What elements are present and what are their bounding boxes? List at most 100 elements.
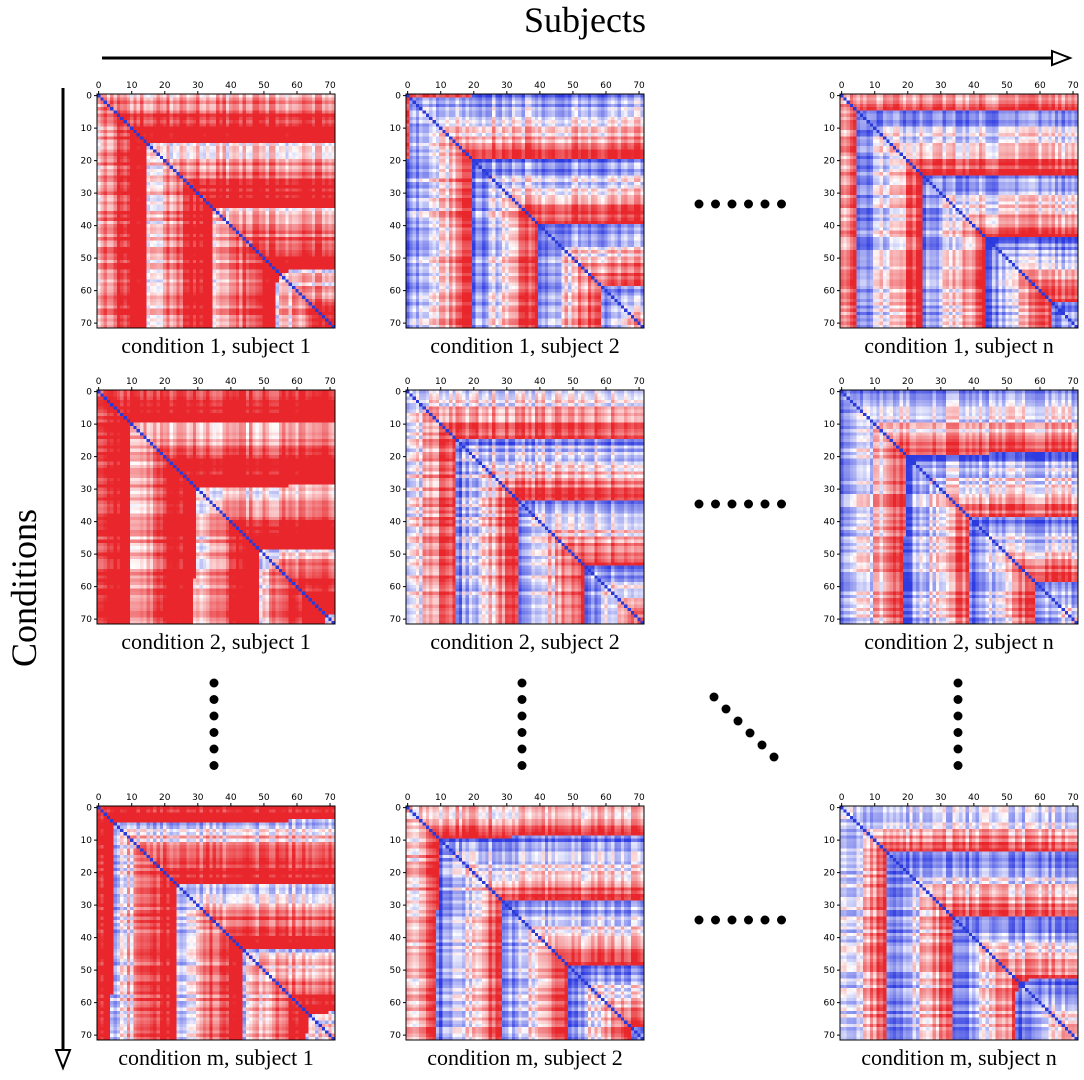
- y-tick-label: 10: [824, 124, 836, 134]
- x-tick-label: 20: [468, 377, 480, 387]
- ellipsis-dot: [209, 695, 219, 704]
- y-tick-label: 40: [390, 518, 402, 528]
- x-tick-label: 50: [1001, 377, 1013, 387]
- y-tick-label: 20: [824, 157, 836, 167]
- ellipsis-dot: [694, 915, 704, 925]
- x-tick-label: 70: [324, 377, 336, 387]
- y-tick-label: 50: [824, 966, 836, 976]
- x-tick-label: 10: [869, 377, 881, 387]
- y-tick-label: 30: [824, 189, 836, 199]
- x-tick-label: 60: [600, 793, 612, 803]
- x-tick-label: 60: [1034, 81, 1046, 91]
- ellipsis-dot: [727, 199, 737, 209]
- y-tick-label: 70: [824, 319, 836, 329]
- x-tick-label: 40: [534, 793, 546, 803]
- x-tick-label: 30: [192, 793, 204, 803]
- y-tick-label: 20: [81, 869, 93, 879]
- x-tick-label: 10: [869, 81, 881, 91]
- correlation-matrix-panel: 00 10 10 20 20 30 30 40 40 50 50 60 60 70 70 condition …: [81, 793, 336, 1070]
- matrix-heatmap-image: [406, 390, 644, 624]
- y-tick-label: 40: [81, 934, 93, 944]
- x-tick-label: 70: [633, 81, 645, 91]
- panel-caption: condition 2, subject 2: [430, 629, 619, 654]
- x-tick-label: 30: [501, 793, 513, 803]
- y-tick-label: 0: [86, 92, 92, 102]
- x-tick-label: 20: [159, 377, 171, 387]
- x-tick-label: 50: [258, 81, 270, 91]
- matrix-heatmap-image: [97, 94, 335, 328]
- y-tick-label: 10: [81, 836, 93, 846]
- y-tick-label: 70: [390, 615, 402, 625]
- y-tick-label: 70: [824, 1031, 836, 1041]
- ellipsis-dot: [209, 678, 219, 688]
- matrix-heatmap-image: [840, 806, 1078, 1040]
- ellipsis-dot: [953, 744, 963, 754]
- matrix-heatmap-image: [406, 94, 644, 328]
- x-tick-label: 30: [192, 377, 204, 387]
- ellipsis-dot: [727, 499, 737, 509]
- x-tick-label: 50: [567, 793, 579, 803]
- ellipsis-dot: [517, 728, 527, 737]
- x-tick-label: 0: [96, 793, 102, 803]
- ellipsis-dot: [694, 499, 704, 509]
- x-tick-label: 0: [405, 793, 411, 803]
- x-tick-label: 40: [968, 377, 980, 387]
- y-tick-label: 10: [81, 420, 93, 430]
- y-tick-label: 10: [390, 124, 402, 134]
- y-tick-label: 20: [81, 157, 93, 167]
- x-tick-label: 50: [258, 793, 270, 803]
- matrix-frame: [839, 93, 1079, 329]
- y-tick-label: 10: [824, 420, 836, 430]
- x-tick-label: 50: [567, 377, 579, 387]
- matrix-frame: [405, 389, 645, 625]
- x-tick-label: 30: [935, 793, 947, 803]
- panel-caption: condition 1, subject n: [864, 333, 1053, 358]
- y-tick-label: 60: [390, 999, 402, 1009]
- matrix-heatmap-image: [97, 390, 335, 624]
- panel-caption: condition 1, subject 1: [121, 333, 310, 358]
- x-tick-label: 70: [324, 793, 336, 803]
- x-tick-label: 20: [159, 81, 171, 91]
- x-tick-label: 70: [324, 81, 336, 91]
- y-tick-label: 20: [390, 157, 402, 167]
- x-tick-label: 40: [968, 793, 980, 803]
- correlation-matrix-panel: 00 10 10 20 20 30 30 40 40 50 50 60 60 70 70 condition …: [390, 377, 645, 654]
- y-tick-label: 0: [86, 804, 92, 814]
- y-tick-label: 30: [824, 901, 836, 911]
- y-tick-label: 10: [824, 836, 836, 846]
- x-tick-label: 0: [839, 81, 845, 91]
- ellipsis-dot: [517, 678, 527, 688]
- y-tick-label: 40: [390, 222, 402, 232]
- ellipsis-dot: [744, 915, 753, 925]
- y-tick-label: 60: [824, 583, 836, 593]
- matrix-heatmap-image: [97, 806, 335, 1040]
- ellipsis-dot: [727, 915, 737, 925]
- panel-caption: condition 1, subject 2: [430, 333, 619, 358]
- ellipsis-dot: [777, 199, 786, 209]
- y-tick-label: 30: [390, 485, 402, 495]
- ellipsis-dot: [209, 744, 219, 754]
- x-tick-label: 40: [225, 81, 237, 91]
- y-tick-label: 30: [390, 189, 402, 199]
- y-tick-label: 50: [390, 550, 402, 560]
- y-tick-label: 50: [81, 550, 93, 560]
- x-tick-label: 10: [126, 377, 138, 387]
- subjects-arrow: [102, 49, 1073, 67]
- x-tick-label: 70: [1067, 793, 1079, 803]
- ellipsis-dot: [517, 711, 527, 721]
- x-tick-label: 40: [534, 81, 546, 91]
- y-tick-label: 70: [81, 615, 93, 625]
- ellipsis-dot: [953, 695, 963, 704]
- ellipsis-dot: [745, 728, 755, 738]
- x-tick-label: 20: [159, 793, 171, 803]
- x-tick-label: 70: [633, 377, 645, 387]
- x-tick-label: 40: [968, 81, 980, 91]
- panel-caption: condition m, subject 2: [427, 1045, 623, 1070]
- y-tick-label: 60: [390, 583, 402, 593]
- x-tick-label: 10: [869, 793, 881, 803]
- matrix-heatmap-image: [406, 806, 644, 1040]
- x-tick-label: 0: [405, 81, 411, 91]
- y-tick-label: 0: [829, 804, 835, 814]
- ellipsis-dot: [209, 711, 219, 721]
